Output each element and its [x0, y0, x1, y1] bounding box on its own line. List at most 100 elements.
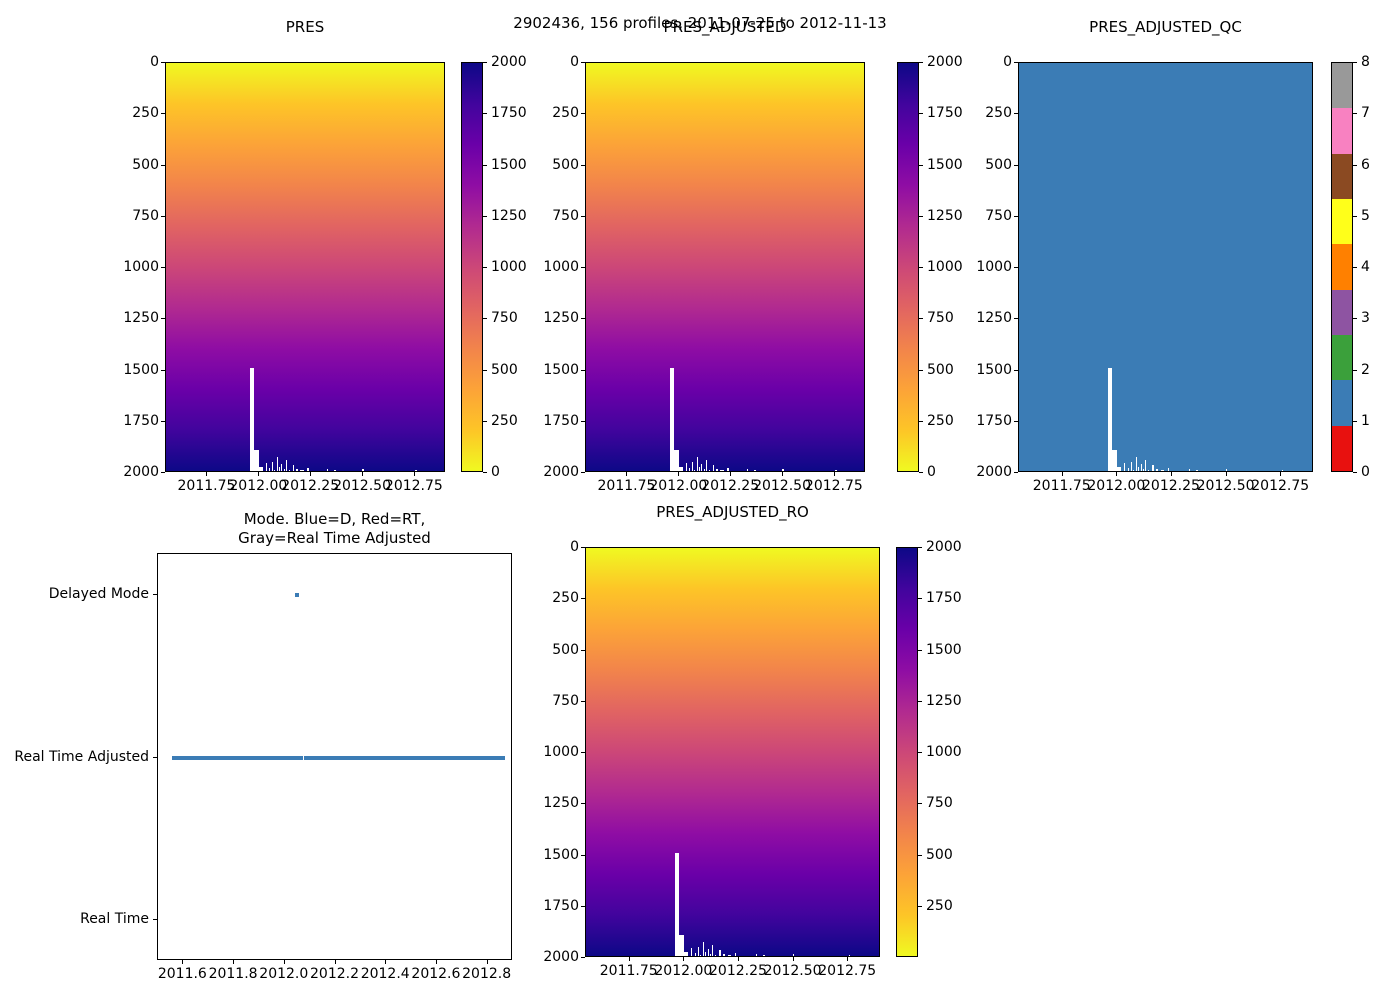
mode-x-tick-mark — [385, 960, 387, 964]
colorbar-tick-mark — [483, 267, 487, 268]
mode-point — [459, 755, 464, 760]
profile-gap — [300, 470, 304, 471]
mode-point — [394, 755, 399, 760]
y-tick-mark — [581, 215, 585, 217]
x-tick-mark — [1116, 472, 1118, 476]
colorbar-tick-mark — [918, 905, 922, 907]
mode-x-tick-label: 2011.6 — [157, 966, 207, 982]
y-tick-label: 500 — [132, 156, 159, 173]
colorbar-tick-mark — [483, 369, 487, 371]
y-tick-mark — [161, 113, 165, 115]
qc-colorbar-tick-label: 8 — [1361, 54, 1370, 70]
colorbar-tick-mark — [919, 113, 923, 115]
profile-gap — [720, 470, 724, 471]
y-tick-label: 1250 — [543, 310, 579, 327]
x-tick-label: 2012.00 — [1087, 478, 1146, 494]
pres-adjusted-ro-plot-area[interactable] — [585, 547, 880, 957]
x-tick-mark — [362, 472, 364, 476]
qc-colorbar-tick-label: 5 — [1361, 207, 1370, 224]
profile-gap — [1112, 450, 1117, 471]
x-tick-mark — [847, 957, 849, 961]
panel-pres-adjusted-ro-title: PRES_ADJUSTED_RO — [656, 503, 809, 521]
y-tick-label: 250 — [552, 105, 579, 122]
x-tick-mark — [1225, 472, 1227, 476]
pres-adjusted-ro-colorbar-gradient — [897, 548, 917, 956]
y-tick-mark — [581, 752, 585, 753]
panel-mode-title-line1: Mode. Blue=D, Red=RT, — [243, 510, 426, 528]
mode-point — [379, 755, 384, 760]
pres-adjusted-colorbar[interactable] — [897, 62, 919, 472]
mode-point — [474, 755, 479, 760]
colorbar-tick-label: 1250 — [927, 207, 963, 224]
colorbar-tick-label: 1250 — [491, 207, 527, 224]
y-tick-label: 750 — [132, 207, 159, 224]
colorbar-tick-label: 1250 — [926, 692, 962, 709]
y-tick-label: 1000 — [543, 744, 579, 760]
pres-adjusted-ro-gradient-fill — [586, 548, 879, 956]
colorbar-tick-label: 0 — [491, 464, 500, 480]
x-tick-label: 2012.50 — [1196, 478, 1255, 494]
colorbar-tick-mark — [918, 854, 922, 856]
profile-gap — [1160, 470, 1165, 471]
qc-colorbar[interactable] — [1331, 62, 1353, 472]
profile-gap — [1196, 469, 1198, 471]
colorbar-tick-label: 500 — [926, 846, 953, 863]
profile-gap — [709, 953, 711, 956]
qc-colorbar-segment-5 — [1332, 199, 1352, 245]
colorbar-tick-mark — [483, 164, 487, 166]
y-tick-mark — [1014, 62, 1018, 63]
pres-adjusted-ro-colorbar[interactable] — [896, 547, 918, 957]
profile-gap — [863, 955, 866, 956]
x-tick-label: 2012.00 — [229, 478, 288, 494]
mode-point — [436, 755, 441, 760]
pres-colorbar[interactable] — [461, 62, 483, 472]
mode-point — [424, 755, 429, 760]
profile-gap — [685, 462, 687, 471]
colorbar-tick-label: 1000 — [926, 744, 962, 760]
mode-point — [466, 755, 471, 760]
profile-gap — [670, 368, 675, 471]
colorbar-tick-mark — [919, 62, 923, 63]
y-tick-mark — [1014, 472, 1018, 473]
profile-gap — [1140, 463, 1142, 471]
panel-pres-adjusted-qc-title: PRES_ADJUSTED_QC — [1089, 18, 1242, 36]
x-tick-mark — [678, 472, 680, 476]
pres-gradient-fill — [166, 63, 444, 471]
y-tick-mark — [581, 905, 585, 907]
qc-colorbar-tick-label: 4 — [1361, 259, 1370, 275]
mode-point — [420, 755, 425, 760]
qc-colorbar-tick-mark — [1353, 318, 1357, 320]
mode-point — [293, 755, 298, 760]
figure-suptitle: 2902436, 156 profiles, 2011-07-25 to 201… — [513, 14, 887, 32]
colorbar-tick-mark — [918, 752, 922, 753]
profile-gap — [307, 468, 309, 471]
profile-gap — [765, 470, 771, 471]
colorbar-tick-mark — [918, 803, 922, 805]
profile-gap — [747, 468, 749, 471]
y-tick-mark — [581, 472, 585, 473]
y-tick-label: 1750 — [543, 412, 579, 429]
mode-point — [478, 755, 483, 760]
colorbar-tick-label: 750 — [491, 310, 518, 327]
y-tick-label: 2000 — [976, 464, 1012, 480]
pres-adjusted-plot-area[interactable] — [585, 62, 865, 472]
pres-adjusted-qc-plot-area[interactable] — [1018, 62, 1313, 472]
y-tick-label: 250 — [132, 105, 159, 122]
colorbar-tick-label: 500 — [927, 361, 954, 378]
profile-gap — [701, 463, 703, 471]
pres-plot-area[interactable] — [165, 62, 445, 472]
mode-x-tick-mark — [334, 960, 336, 964]
mode-plot-area[interactable] — [157, 553, 512, 960]
x-tick-mark — [792, 957, 794, 961]
profile-gap — [334, 469, 336, 471]
mode-point — [447, 755, 452, 760]
colorbar-tick-label: 1500 — [927, 156, 963, 173]
y-tick-label: 1000 — [123, 259, 159, 275]
colorbar-tick-label: 500 — [491, 361, 518, 378]
profile-gap — [1133, 469, 1135, 471]
profile-gap — [723, 953, 725, 956]
profile-gap — [755, 953, 758, 956]
pres-adjusted-colorbar-gradient — [898, 63, 918, 471]
y-tick-mark — [161, 472, 165, 473]
y-tick-label: 1000 — [976, 259, 1012, 275]
